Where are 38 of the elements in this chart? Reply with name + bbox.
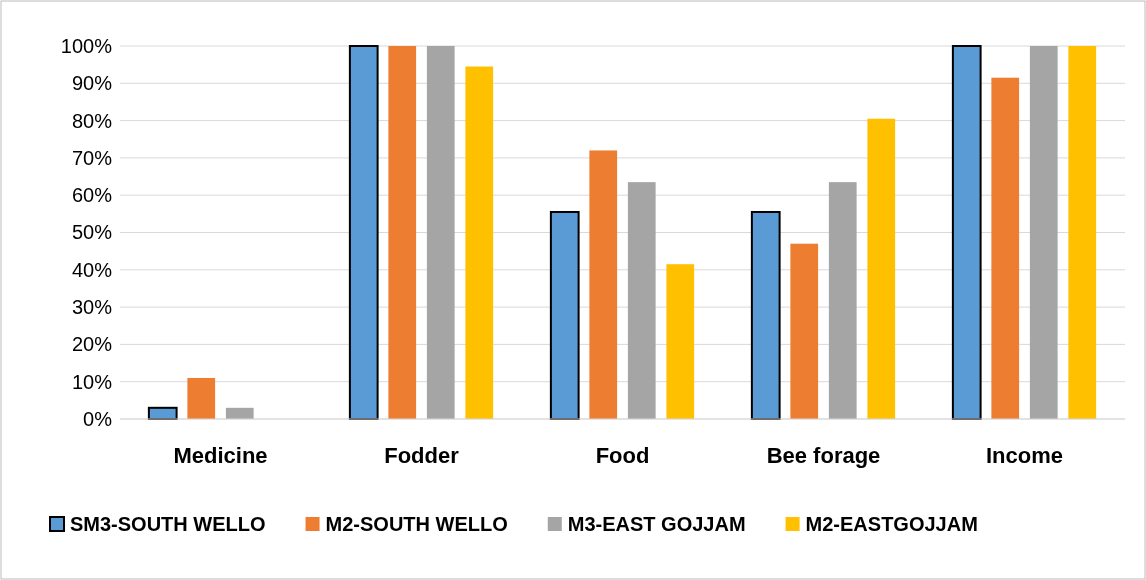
bar — [388, 46, 417, 419]
bar — [750, 210, 781, 420]
bar — [828, 182, 857, 419]
x-tick-label: Food — [595, 442, 650, 468]
bar — [627, 182, 656, 419]
legend-label: M3-EAST GOJJAM — [567, 513, 746, 535]
y-tick-label: 80% — [71, 109, 113, 132]
legend-label: M2-SOUTH WELLO — [325, 513, 508, 535]
bar — [666, 264, 695, 419]
legend-label: SM3-SOUTH WELLO — [70, 513, 266, 535]
y-tick-label: 20% — [71, 333, 113, 356]
bar — [951, 45, 982, 420]
bar — [1029, 46, 1058, 419]
y-tick-label: 40% — [71, 258, 113, 281]
bar — [426, 46, 455, 419]
x-tick-label: Income — [985, 442, 1064, 468]
y-tick-label: 90% — [71, 72, 113, 95]
bar — [465, 66, 494, 419]
bar — [1068, 46, 1097, 419]
bar — [225, 407, 254, 419]
x-tick-label: Fodder — [384, 442, 460, 468]
y-tick-label: 100% — [60, 34, 113, 57]
bar — [348, 45, 379, 420]
bar — [549, 210, 580, 420]
y-tick-label: 70% — [71, 146, 113, 169]
bar — [589, 150, 618, 419]
y-tick-label: 30% — [71, 296, 113, 318]
x-tick-label: Medicine — [173, 442, 268, 468]
bar — [991, 77, 1020, 419]
bar — [867, 118, 896, 419]
bar — [187, 377, 216, 419]
x-tick-label: Bee forage — [766, 442, 881, 468]
legend-label: M2-EASTGOJJAM — [805, 513, 978, 535]
y-tick-label: 10% — [71, 370, 113, 393]
y-tick-label: 0% — [83, 407, 113, 430]
bar — [790, 243, 819, 419]
y-tick-label: 50% — [71, 221, 113, 244]
y-tick-label: 60% — [71, 184, 113, 207]
